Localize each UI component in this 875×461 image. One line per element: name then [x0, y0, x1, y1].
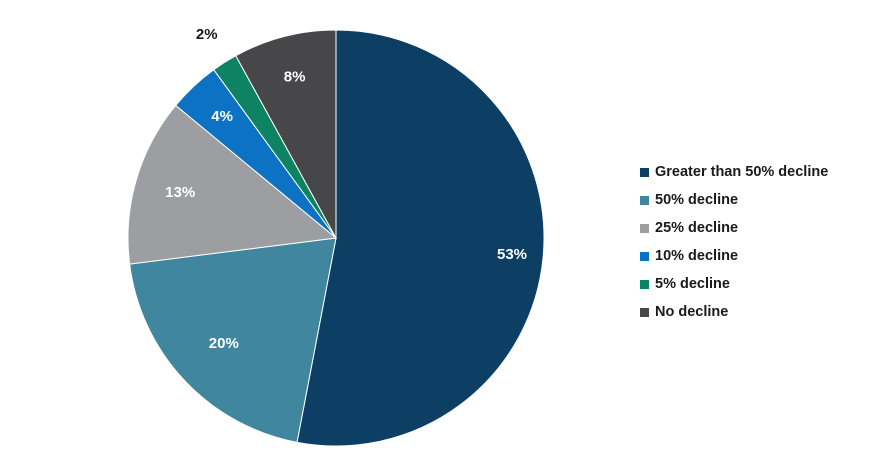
legend-item-0: Greater than 50% decline — [640, 158, 828, 186]
legend-item-3: 10% decline — [640, 242, 828, 270]
pie-slice-0 — [296, 29, 545, 447]
slice-label-4: 2% — [196, 26, 218, 43]
pie-slice-2 — [127, 104, 338, 265]
slice-label-3: 4% — [211, 108, 233, 125]
legend-item-5: No decline — [640, 298, 828, 326]
legend-swatch-4 — [640, 279, 649, 289]
legend-label-4: 5% decline — [655, 276, 730, 292]
pie-slice-5 — [235, 29, 337, 239]
legend-swatch-5 — [640, 307, 649, 317]
slice-label-1: 20% — [209, 335, 239, 352]
legend-label-3: 10% decline — [655, 248, 739, 264]
legend-label-0: Greater than 50% decline — [655, 164, 829, 180]
slice-label-0: 53% — [497, 246, 527, 263]
slice-label-2: 13% — [165, 184, 195, 201]
legend-swatch-1 — [640, 195, 649, 205]
legend-swatch-3 — [640, 251, 649, 261]
legend-item-2: 25% decline — [640, 214, 828, 242]
chart-legend: Greater than 50% decline 50% decline 25% d… — [640, 158, 828, 326]
legend-label-2: 25% decline — [655, 220, 739, 236]
slice-label-5: 8% — [284, 68, 306, 85]
legend-item-4: 5% decline — [640, 270, 828, 298]
pie-slices — [127, 29, 545, 447]
legend-swatch-0 — [640, 167, 649, 177]
legend-swatch-2 — [640, 223, 649, 233]
legend-item-1: 50% decline — [640, 186, 828, 214]
pie-slice-1 — [129, 237, 337, 443]
legend-label-1: 50% decline — [655, 192, 739, 208]
pie-labels: 53% 20% 13% 4% 2% 8% — [165, 26, 527, 352]
legend-label-5: No decline — [655, 304, 729, 320]
